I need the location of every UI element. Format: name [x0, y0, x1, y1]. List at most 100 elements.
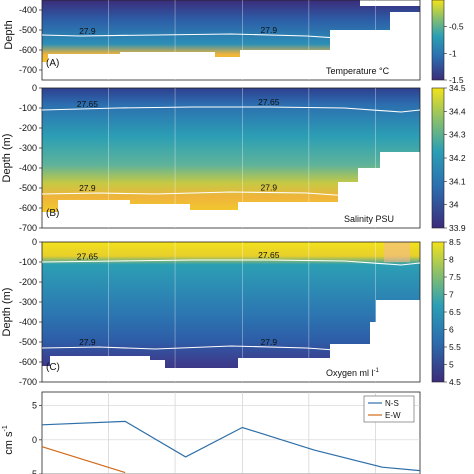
colorbar-tick-label: -1.5 [449, 75, 464, 85]
y-tick-label: -100 [19, 257, 37, 267]
colorbar-tick-label: 34.3 [449, 130, 466, 140]
colorbar-tick-label: 7.5 [449, 272, 461, 282]
contour-label: 27.9 [79, 183, 96, 193]
legend-box [363, 395, 415, 423]
y-tick-label: 0 [32, 435, 37, 445]
panel-b-quantity: Salinity PSU [344, 214, 394, 224]
y-tick-label: -5 [29, 469, 37, 474]
panel-c-contours: 27.65 27.65 27.9 27.9 [41, 250, 421, 353]
panel-a-ylabel: Depth [3, 20, 15, 49]
panel-a-y-ticks: -400 -500 -600 -700 [19, 5, 42, 75]
y-tick-label: 0 [32, 83, 37, 93]
legend: N-S E-W [363, 395, 415, 423]
panel-c-top-right-tint [384, 242, 410, 262]
panel-b-colorbar-ticks: 34.5 34.4 34.3 34.2 34.1 34 33.9 [444, 83, 466, 233]
panel-b-bottom-mask [42, 152, 420, 228]
series-line-n-s [41, 420, 421, 472]
y-tick-label: -200 [19, 123, 37, 133]
contour-label: 27.9 [79, 337, 96, 347]
panel-c-label: (C) [46, 362, 60, 373]
contour-label: 27.9 [261, 25, 278, 35]
panel-b-contours: 27.65 27.65 27.9 27.9 [41, 97, 421, 198]
panel-a-contours: 27.9 27.9 [41, 25, 383, 42]
panel-b-frame [41, 87, 421, 229]
panel-d-ylabel: cm s-1 [2, 425, 15, 455]
panel-a-colorbar [431, 0, 445, 81]
colorbar-tick-label: 34.4 [449, 106, 466, 116]
y-tick-label: -400 [19, 317, 37, 327]
y-tick-label: 5 [32, 401, 37, 411]
contour-label: 27.65 [77, 99, 99, 109]
panel-a-label: (A) [46, 58, 59, 69]
panel-b-y-ticks: 0 -100 -200 -300 -400 -500 -600 -700 [19, 83, 42, 233]
panel-c-quantity: Oxygen ml l-1 [326, 368, 380, 378]
colorbar-tick-label: 5 [449, 360, 454, 370]
panel-b: 27.65 27.65 27.9 27.9 0 -100 -200 -300 -400 -500… [1, 83, 466, 233]
y-tick-label: -600 [19, 45, 37, 55]
colorbar-tick-label: 33.9 [449, 223, 466, 233]
colorbar-tick-label: 8.5 [449, 237, 461, 247]
contour-line [41, 191, 364, 198]
contour-line [41, 106, 421, 113]
panel-d: 5 0 -5 cm s-1 N-S E-W [2, 391, 421, 474]
panel-c-ylabel: Depth (m) [1, 288, 13, 337]
panel-b-colorbar [431, 87, 445, 229]
panel-b-gridlines [108, 88, 376, 228]
colorbar-tick-label: 5.5 [449, 342, 461, 352]
y-tick-label: -400 [19, 163, 37, 173]
contour-label: 27.9 [261, 337, 278, 347]
contour-label: 27.9 [79, 26, 96, 36]
y-tick-label: 0 [32, 237, 37, 247]
colorbar-tick-label: 7 [449, 290, 454, 300]
contour-line [41, 345, 364, 353]
y-tick-label: -500 [19, 183, 37, 193]
y-tick-label: -600 [19, 203, 37, 213]
legend-ew-label: E-W [385, 411, 401, 420]
contour-label: 27.65 [77, 251, 99, 261]
colorbar-tick-label: 34.1 [449, 176, 466, 186]
y-tick-label: -200 [19, 277, 37, 287]
panel-c-y-ticks: 0 -100 -200 -300 -400 -500 -600 -700 [19, 237, 42, 387]
y-tick-label: -700 [19, 377, 37, 387]
colorbar-tick-label: 4.5 [449, 377, 461, 387]
y-tick-label: -700 [19, 65, 37, 75]
y-tick-label: -100 [19, 103, 37, 113]
colorbar-tick-label: 34 [449, 200, 459, 210]
panel-a-bottom-mask [42, 12, 420, 80]
panel-c-colorbar [431, 241, 445, 383]
panel-a-colorbar-ticks: -0.5 -1 -1.5 [444, 22, 464, 85]
colorbar-tick-label: 8 [449, 255, 454, 265]
colorbar-tick-label: 6.5 [449, 307, 461, 317]
panel-c-bottom-mask [42, 300, 420, 382]
y-tick-label: -500 [19, 337, 37, 347]
panel-d-gridlines [42, 392, 420, 474]
panel-c-frame [41, 241, 421, 383]
y-tick-label: -400 [19, 5, 37, 15]
contour-label: 27.65 [258, 250, 280, 260]
panel-c-colorbar-ticks: 8.5 8 7.5 7 6.5 6 5.5 5 4.5 [444, 237, 461, 387]
panel-a-frame [41, 0, 421, 81]
colorbar-tick-label: -1 [449, 48, 457, 58]
y-tick-label: -500 [19, 25, 37, 35]
y-tick-label: -300 [19, 143, 37, 153]
legend-ns-label: N-S [385, 399, 399, 408]
colorbar-tick-label: 34.2 [449, 153, 466, 163]
panel-a-quantity: Temperature °C [326, 66, 390, 76]
contour-label: 27.65 [258, 97, 280, 107]
series-line-e-w [41, 446, 126, 474]
panel-d-y-ticks: 5 0 -5 [29, 401, 42, 474]
panel-c: 27.65 27.65 27.9 27.9 0 -100 -200 -300 -400 -500… [1, 237, 461, 387]
panel-d-series [41, 420, 421, 474]
contour-line [41, 259, 421, 266]
panel-a-top-mask [360, 0, 420, 6]
contour-line [41, 33, 383, 42]
panel-a: 27.9 27.9 -400 -500 -600 -700 Depth (A) Temp… [3, 0, 464, 85]
y-tick-label: -600 [19, 357, 37, 367]
contour-label: 27.9 [261, 183, 278, 193]
colorbar-tick-label: 34.5 [449, 83, 466, 93]
colorbar-tick-label: -0.5 [449, 22, 464, 32]
colorbar-tick-label: 6 [449, 325, 454, 335]
panel-b-ylabel: Depth (m) [1, 134, 13, 183]
panel-c-gridlines [108, 242, 376, 382]
